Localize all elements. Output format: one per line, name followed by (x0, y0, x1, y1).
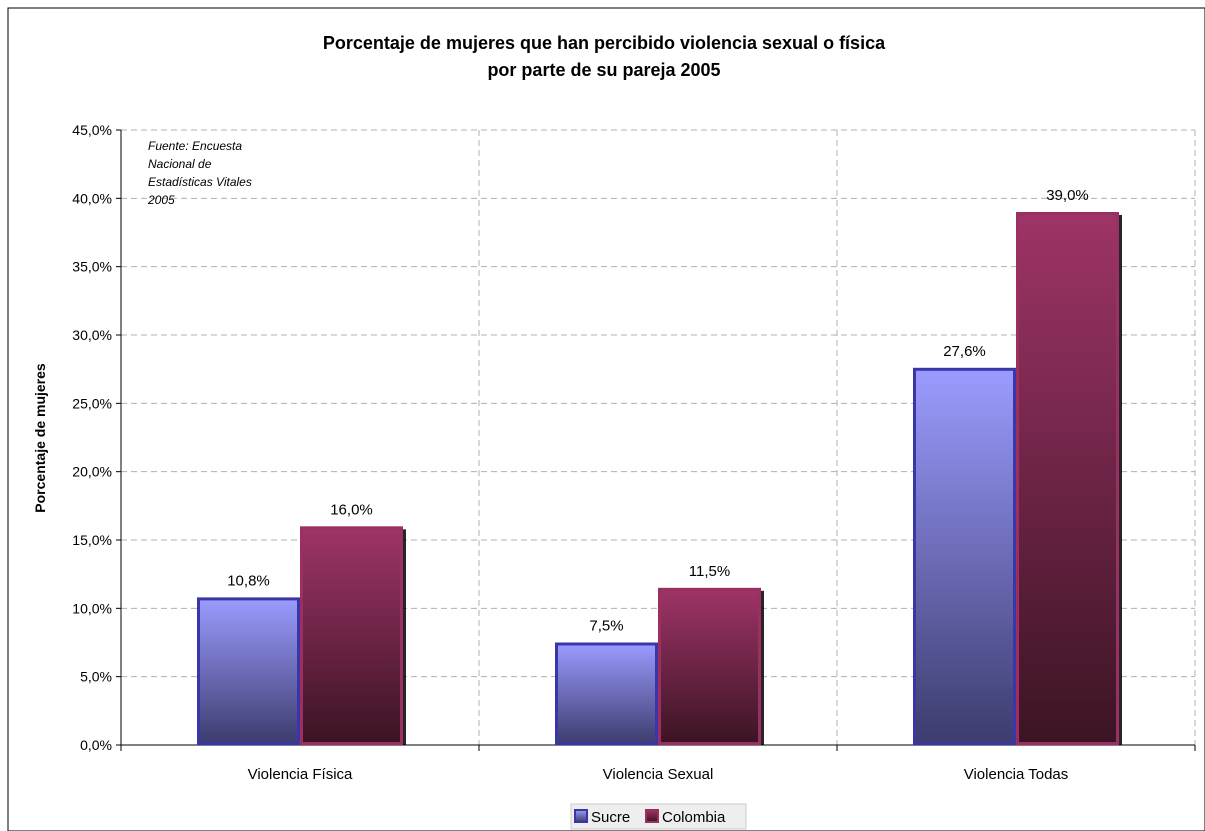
annotation-line-2: Nacional de (148, 157, 212, 171)
data-label-colombia: 11,5% (689, 563, 730, 580)
annotation-line-1: Fuente: Encuesta (148, 139, 242, 153)
y-tick-label: 40,0% (72, 190, 112, 206)
bars (197, 212, 1122, 746)
category-labels: Violencia Física Violencia Sexual Violenci… (248, 766, 1069, 783)
y-axis-label: Porcentaje de mujeres (32, 363, 48, 513)
y-tick-label: 15,0% (72, 532, 112, 548)
legend-swatch-sucre (574, 809, 588, 823)
y-tick-label: 0,0% (80, 737, 112, 753)
annotation-line-3: Estadísticas Vitales (148, 175, 252, 189)
source-annotation: Fuente: Encuesta Nacional de Estadística… (147, 139, 252, 207)
y-tick-label: 30,0% (72, 327, 112, 343)
y-tick-label: 25,0% (72, 395, 112, 411)
legend-label-sucre: Sucre (591, 809, 630, 826)
bar-colombia (1016, 212, 1119, 745)
y-tick-labels: 0,0% 5,0% 10,0% 15,0% 20,0% 25,0% 30,0% 35,0% 40… (72, 122, 112, 753)
chart-title-line2: por parte de su pareja 2005 (487, 60, 720, 80)
bar-colombia (300, 526, 403, 745)
data-label-sucre: 27,6% (943, 343, 986, 360)
category-label: Violencia Sexual (603, 766, 714, 783)
y-tick-label: 45,0% (72, 122, 112, 138)
bar-colombia (658, 587, 761, 745)
data-label-colombia: 39,0% (1046, 187, 1089, 204)
data-labels: 10,8% 16,0% 7,5% 11,5% 27,6% 39,0% (227, 187, 1089, 635)
data-label-sucre: 7,5% (589, 618, 623, 635)
bar-sucre (197, 597, 300, 746)
data-label-colombia: 16,0% (330, 501, 373, 518)
legend-swatch-colombia (645, 809, 659, 823)
bar-sucre (913, 367, 1016, 745)
annotation-line-4: 2005 (147, 193, 175, 207)
chart-title-line1: Porcentaje de mujeres que han percibido … (323, 33, 886, 53)
legend-label-colombia: Colombia (662, 809, 726, 826)
data-label-sucre: 10,8% (227, 572, 270, 589)
bar-sucre (555, 642, 658, 745)
category-label: Violencia Física (248, 766, 353, 783)
y-tick-label: 5,0% (80, 669, 112, 685)
y-tick-label: 35,0% (72, 259, 112, 275)
y-tick-label: 10,0% (72, 600, 112, 616)
category-label: Violencia Todas (964, 766, 1069, 783)
legend: Sucre Colombia (570, 803, 747, 830)
y-tick-label: 20,0% (72, 464, 112, 480)
